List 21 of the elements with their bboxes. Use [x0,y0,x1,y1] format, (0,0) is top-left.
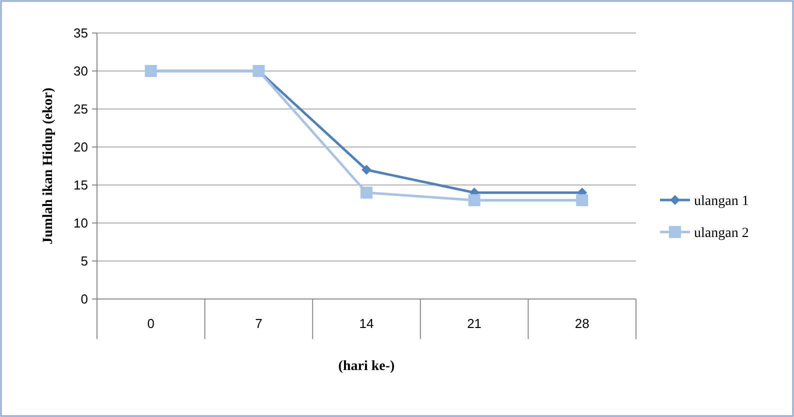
legend-label: ulangan 2 [694,226,749,241]
point [468,194,480,206]
y-tick-label: 25 [74,102,88,117]
point [360,186,372,199]
x-tick-label: 21 [467,316,482,331]
legend-label: ulangan 1 [694,194,749,209]
x-tick-label: 7 [255,316,262,331]
y-tick-label: 5 [80,254,88,269]
y-tick-label: 20 [74,140,88,155]
y-tick-label: 10 [74,216,88,231]
y-tick-label: 15 [74,178,88,193]
y-tick-label: 0 [80,292,88,307]
y-tick-label: 30 [74,64,88,79]
x-tick-label: 14 [359,316,374,331]
y-axis-title: Jumlah ikan Hidup (ekor) [41,87,56,244]
point [576,194,588,206]
x-axis-title: (hari ke-) [338,359,396,374]
point [362,164,372,175]
x-tick-label: 28 [574,316,590,331]
x-tick-label: 0 [147,316,155,331]
y-tick-label: 35 [74,26,88,41]
